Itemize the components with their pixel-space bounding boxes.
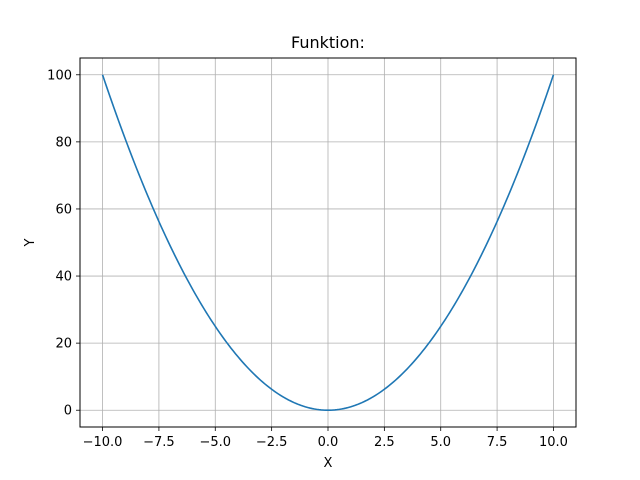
x-tick-label: 0.0	[318, 435, 339, 450]
y-tick-label: 0	[64, 404, 72, 419]
grid	[80, 58, 576, 427]
x-tick-label: 10.0	[539, 435, 568, 450]
x-tick-label: 5.0	[430, 435, 451, 450]
y-tick-label: 20	[55, 337, 72, 352]
x-tick-label: −10.0	[83, 435, 123, 450]
x-axis-ticks: −10.0 −7.5 −5.0 −2.5 0.0 2.5 5.0 7.5 10.0	[83, 427, 568, 450]
chart-title: Funktion:	[291, 33, 365, 52]
x-tick-label: −5.0	[199, 435, 231, 450]
y-tick-label: 60	[55, 202, 72, 217]
y-tick-label: 40	[55, 270, 72, 285]
y-tick-label: 80	[55, 135, 72, 150]
series-line	[101, 74, 555, 412]
y-axis-ticks: 0 20 40 60 80 100	[47, 68, 80, 419]
y-tick-label: 100	[47, 68, 72, 83]
x-axis-label: X	[324, 456, 333, 471]
y-axis-label: Y	[23, 238, 38, 247]
x-tick-label: −7.5	[143, 435, 175, 450]
x-tick-label: 2.5	[374, 435, 395, 450]
x-tick-label: 7.5	[487, 435, 508, 450]
x-tick-label: −2.5	[256, 435, 288, 450]
series-layer	[101, 74, 555, 412]
